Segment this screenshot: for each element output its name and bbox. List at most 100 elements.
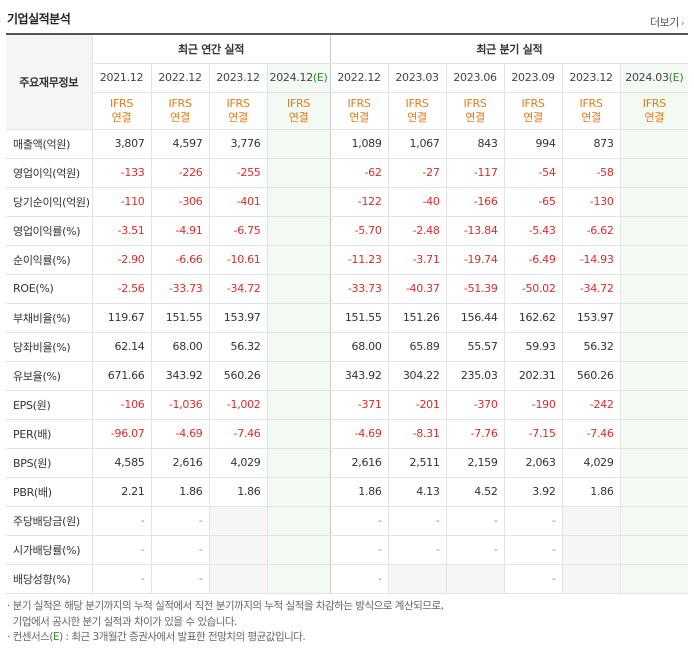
- table-cell: [266, 274, 331, 304]
- table-cell: [266, 332, 331, 362]
- row-label: BPS(원): [6, 448, 92, 478]
- table-cell: 202.31: [503, 361, 563, 391]
- accounting-standard-header: IFRS 연결: [387, 92, 447, 130]
- table-cell: -6.66: [150, 245, 209, 275]
- table-cell: [266, 564, 331, 594]
- table-cell: 2,159: [445, 448, 505, 478]
- table-cell: [266, 187, 331, 217]
- table-cell: -4.91: [150, 215, 209, 246]
- table-row: 매출액(억원) 3,807 4,597 3,776 1,089 1,067 843 994 87…: [6, 128, 689, 159]
- table-cell: -7.76: [445, 419, 505, 449]
- table-cell: -117: [445, 158, 505, 188]
- table-cell: -33.73: [150, 274, 209, 304]
- table-cell: -7.46: [208, 419, 267, 449]
- period-header: 2023.09: [503, 63, 563, 93]
- table-cell: -58: [561, 158, 621, 188]
- table-cell: [266, 505, 331, 536]
- table-cell: [619, 245, 689, 275]
- row-label: 유보율(%): [6, 361, 92, 391]
- table-cell: -19.74: [445, 245, 505, 275]
- table-cell: 4.13: [387, 477, 447, 507]
- table-cell: 62.14: [91, 332, 151, 362]
- table-row: 순이익률(%) -2.90 -6.66 -10.61 -11.23 -3.71 -19.74…: [6, 245, 689, 275]
- period-header: 2023.12: [208, 63, 267, 93]
- table-cell: [619, 158, 689, 188]
- more-label: 더보기: [650, 16, 679, 29]
- table-cell: -: [91, 564, 151, 594]
- table-row: 시가배당률(%) - - - - - -: [6, 535, 689, 565]
- row-label: 매출액(억원): [6, 128, 92, 159]
- table-cell: -401: [208, 187, 267, 217]
- table-cell: 119.67: [91, 302, 151, 333]
- table-row: PBR(배) 2.21 1.86 1.86 1.86 4.13 4.52 3.92 1.86: [6, 477, 689, 507]
- row-label: ROE(%): [6, 274, 92, 304]
- table-cell: [619, 419, 689, 449]
- table-cell: 843: [445, 128, 505, 159]
- accounting-standard-header: IFRS 연결: [503, 92, 563, 130]
- table-cell: 2.21: [91, 477, 151, 507]
- table-cell: 1.86: [561, 477, 621, 507]
- table-row: 당좌비율(%) 62.14 68.00 56.32 68.00 65.89 55.57 59.…: [6, 332, 689, 362]
- table-cell: 3.92: [503, 477, 563, 507]
- accounting-standard-header: IFRS 연결: [619, 92, 689, 130]
- table-cell: -27: [387, 158, 447, 188]
- footnotes: · 분기 실적은 해당 분기까지의 누적 실적에서 직전 분기까지의 누적 실적…: [7, 599, 444, 646]
- row-label: 순이익률(%): [6, 245, 92, 275]
- table-cell: -7.15: [503, 419, 563, 449]
- table-cell: 3,807: [91, 128, 151, 159]
- table-cell: -1,002: [208, 389, 267, 420]
- table-cell: [619, 187, 689, 217]
- annual-group-header: 최근 연간 실적: [91, 33, 331, 64]
- table-cell: -106: [91, 389, 151, 420]
- table-cell: -54: [503, 158, 563, 188]
- table-cell: [619, 302, 689, 333]
- table-cell: -6.49: [503, 245, 563, 275]
- table-cell: -6.75: [208, 215, 267, 246]
- table-cell: -40.37: [387, 274, 447, 304]
- table-cell: -5.43: [503, 215, 563, 246]
- table-cell: 560.26: [561, 361, 621, 391]
- table-cell: 151.55: [329, 302, 389, 333]
- table-cell: 2,616: [329, 448, 389, 478]
- row-label: 당좌비율(%): [6, 332, 92, 362]
- table-cell: 56.32: [561, 332, 621, 362]
- table-cell: [266, 302, 331, 333]
- accounting-standard-header: IFRS 연결: [150, 92, 209, 130]
- table-cell: -306: [150, 187, 209, 217]
- table-cell: [266, 448, 331, 478]
- period-header: 2024.03(E): [619, 63, 689, 93]
- table-cell: [619, 448, 689, 478]
- table-cell: 4,029: [561, 448, 621, 478]
- accounting-standard-header: IFRS 연결: [208, 92, 267, 130]
- table-cell: -33.73: [329, 274, 389, 304]
- table-row: BPS(원) 4,585 2,616 4,029 2,616 2,511 2,159 2,06…: [6, 448, 689, 478]
- more-link[interactable]: 더보기 ›: [650, 14, 685, 30]
- table-cell: [266, 215, 331, 246]
- table-cell: -34.72: [208, 274, 267, 304]
- table-cell: [266, 389, 331, 420]
- table-cell: -: [503, 564, 563, 594]
- table-cell: 2,063: [503, 448, 563, 478]
- footnote-quarterly: · 분기 실적은 해당 분기까지의 누적 실적에서 직전 분기까지의 누적 실적…: [7, 600, 444, 612]
- table-cell: [619, 361, 689, 391]
- table-row: EPS(원) -106 -1,036 -1,002 -371 -201 -370 -190 -2…: [6, 389, 689, 420]
- table-cell: 156.44: [445, 302, 505, 333]
- table-cell: [208, 535, 267, 565]
- table-cell: 1.86: [150, 477, 209, 507]
- period-header: 2024.12(E): [266, 63, 331, 93]
- table-cell: [561, 505, 621, 536]
- table-cell: 4,585: [91, 448, 151, 478]
- table-cell: -: [150, 564, 209, 594]
- table-cell: [266, 158, 331, 188]
- table-cell: -201: [387, 389, 447, 420]
- table-cell: [266, 477, 331, 507]
- table-cell: [619, 535, 689, 565]
- table-cell: -: [150, 535, 209, 565]
- table-cell: -370: [445, 389, 505, 420]
- table-cell: -: [91, 505, 151, 536]
- table-cell: -14.93: [561, 245, 621, 275]
- period-header: 2023.03: [387, 63, 447, 93]
- table-cell: 55.57: [445, 332, 505, 362]
- table-cell: 59.93: [503, 332, 563, 362]
